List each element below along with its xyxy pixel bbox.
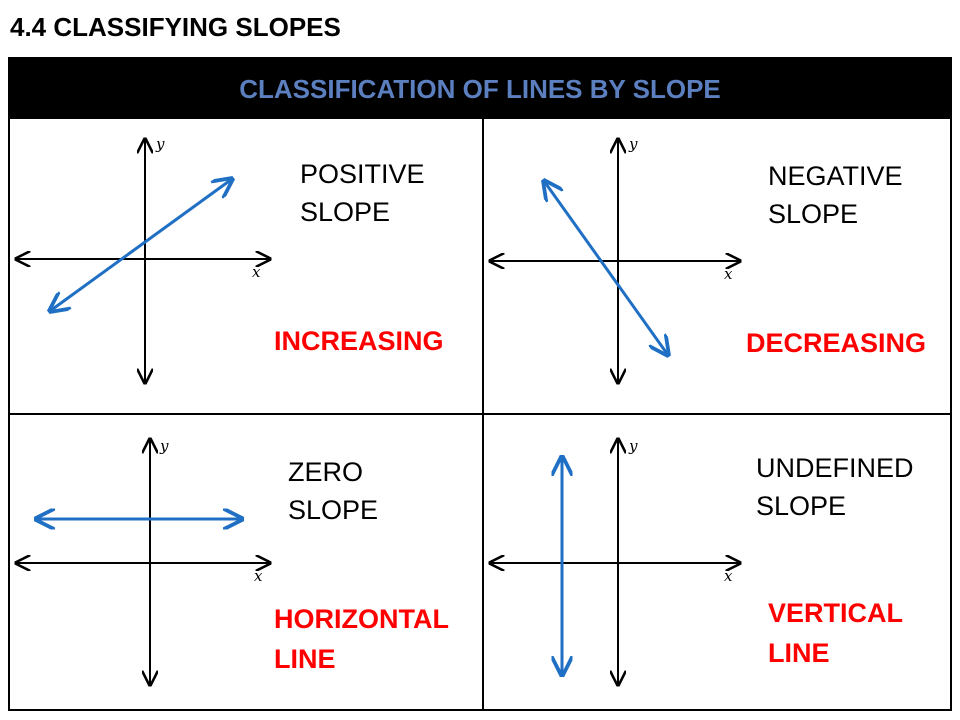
zero-slope-graph: y x <box>10 437 480 707</box>
slope-label-undefined: UNDEFINED SLOPE <box>756 449 914 525</box>
cell-positive-slope: y x POSITIVE SLOPE INCREASING <box>10 119 484 415</box>
desc-label-line1: VERTICAL <box>768 598 903 628</box>
desc-label-line1: HORIZONTAL <box>274 604 449 634</box>
y-axis-letter: y <box>628 437 638 455</box>
slope-label-positive: POSITIVE SLOPE <box>300 155 425 231</box>
slide-title: 4.4 CLASSIFYING SLOPES <box>10 12 341 42</box>
negative-slope-line <box>544 181 668 355</box>
undefined-slope-graph: y x <box>484 437 948 707</box>
desc-label-line2: LINE <box>768 638 830 668</box>
table-header: CLASSIFICATION OF LINES BY SLOPE <box>10 59 950 119</box>
positive-slope-graph: y x <box>10 135 480 413</box>
slope-label-line1: ZERO <box>288 457 364 487</box>
slope-label-line2: SLOPE <box>300 197 391 227</box>
y-axis-letter: y <box>628 135 638 153</box>
x-axis-letter: x <box>252 263 261 281</box>
desc-label-line2: LINE <box>274 644 336 674</box>
classification-table: CLASSIFICATION OF LINES BY SLOPE y x POS… <box>8 57 952 711</box>
desc-label-line1: INCREASING <box>274 326 444 356</box>
desc-label-vertical: VERTICAL LINE <box>768 593 903 673</box>
cell-negative-slope: y x NEGATIVE SLOPE DECREASING <box>484 119 950 415</box>
slope-label-line2: SLOPE <box>288 495 379 525</box>
slope-label-zero: ZERO SLOPE <box>288 453 378 529</box>
negative-slope-graph: y x <box>484 135 948 413</box>
slope-label-line2: SLOPE <box>756 491 847 521</box>
x-axis-letter: x <box>254 567 263 585</box>
desc-label-decreasing: DECREASING <box>746 323 926 363</box>
x-axis-letter: x <box>724 567 733 585</box>
slope-label-line2: SLOPE <box>768 199 859 229</box>
positive-slope-line <box>50 179 232 311</box>
table-header-text: CLASSIFICATION OF LINES BY SLOPE <box>239 73 721 104</box>
slope-label-line1: UNDEFINED <box>756 453 914 483</box>
x-axis-letter: x <box>724 265 733 283</box>
slope-label-negative: NEGATIVE SLOPE <box>768 157 903 233</box>
desc-label-increasing: INCREASING <box>274 321 444 361</box>
y-axis-letter: y <box>155 135 165 153</box>
slope-label-line1: POSITIVE <box>300 159 425 189</box>
desc-label-horizontal: HORIZONTAL LINE <box>274 599 449 679</box>
desc-label-line1: DECREASING <box>746 328 927 358</box>
slope-label-line1: NEGATIVE <box>768 161 903 191</box>
y-axis-letter: y <box>159 437 169 455</box>
cell-undefined-slope: y x UNDEFINED SLOPE VERTICAL LINE <box>484 415 950 709</box>
cell-zero-slope: y x ZERO SLOPE HORIZONTAL LINE <box>10 415 484 709</box>
